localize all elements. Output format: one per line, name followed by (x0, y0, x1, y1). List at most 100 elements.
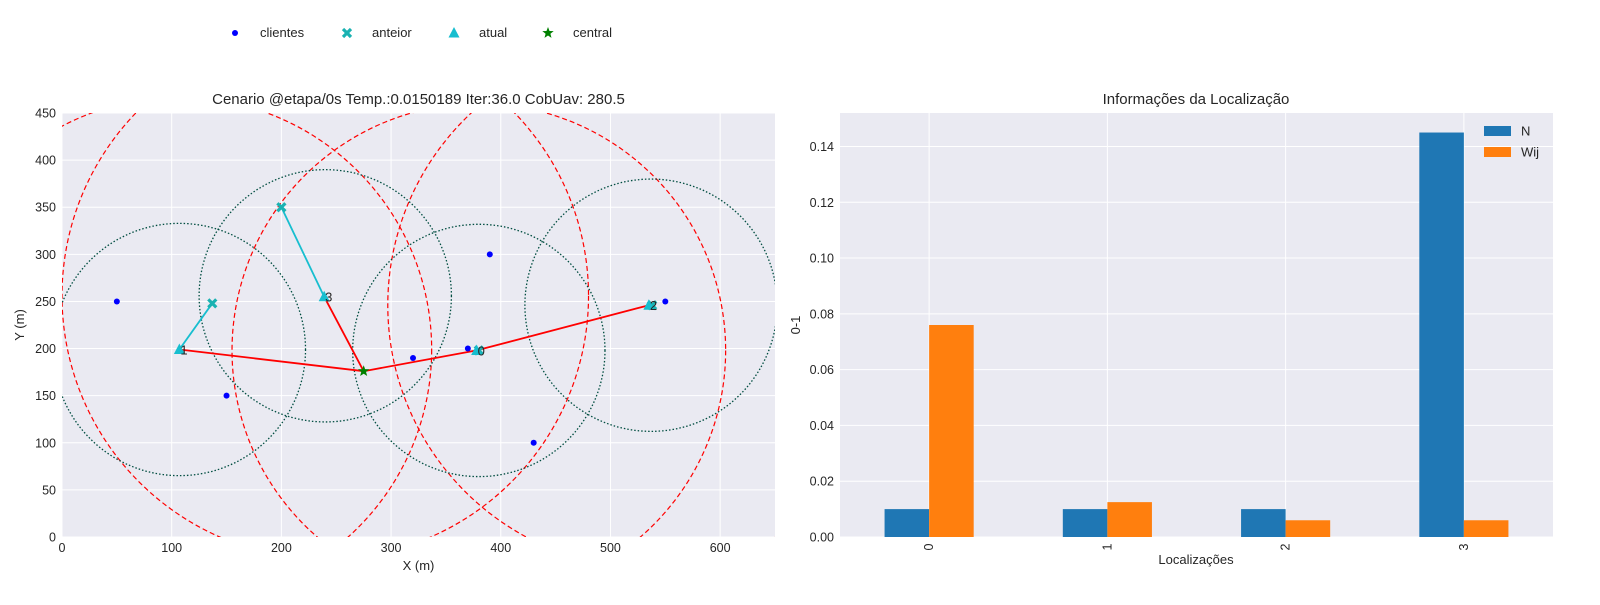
client-point-3 (464, 345, 471, 352)
scenario-x-tick-label: 0 (59, 541, 66, 555)
legend-label-central: central (573, 25, 612, 40)
location-info-chart: 0 1 2 3 0.00 0.02 0.04 0.06 0.08 0.10 0.12 0.14 N Wi… (788, 91, 1553, 567)
location-y-tick-label: 0.10 (810, 252, 834, 266)
legend-swatch-Wij (1484, 147, 1511, 157)
scenario-y-tick-label: 350 (35, 201, 56, 215)
uav-label-3: 3 (325, 290, 332, 305)
location-title: Informações da Localização (1103, 91, 1290, 108)
bar-Wij-0 (929, 325, 974, 537)
scenario-title: Cenario @etapa/0s Temp.:0.0150189 Iter:3… (212, 91, 625, 108)
scenario-data-layer: 1 3 0 2 (62, 113, 775, 537)
scenario-y-axis-label: Y (m) (12, 309, 27, 341)
scenario-x-tick-label: 400 (490, 541, 511, 555)
scenario-x-tick-label: 500 (600, 541, 621, 555)
legend-label-clientes: clientes (260, 25, 305, 40)
link-line-3 (323, 296, 365, 372)
previous-point-1 (276, 202, 287, 213)
location-y-tick-label: 0.08 (810, 307, 834, 321)
central-point (357, 365, 370, 376)
movement-line-0 (178, 302, 214, 351)
link-line-chain (179, 304, 650, 373)
scenario-y-tick-label: 250 (35, 295, 56, 309)
scenario-y-tick-label: 200 (35, 342, 56, 356)
coverage-circle-1 (198, 168, 453, 423)
bar-Wij-2 (1285, 520, 1331, 537)
location-x-tick-label: 3 (1457, 543, 1471, 550)
location-y-tick-label: 0.02 (810, 475, 834, 489)
scenario-x-axis-label: X (m) (403, 558, 435, 573)
coverage-circle-0 (62, 222, 307, 477)
location-tick-labels: 0 1 2 3 0.00 0.02 0.04 0.06 0.08 0.10 0.12 0.14 (810, 140, 1471, 551)
scenario-y-tick-label: 450 (35, 107, 56, 121)
previous-point-1-stroke-b (276, 202, 287, 213)
location-x-tick-label: 1 (1100, 543, 1114, 550)
location-y-tick-label: 0.06 (810, 363, 834, 377)
location-x-tick-label: 0 (922, 543, 936, 550)
range-circle-1 (62, 113, 590, 537)
scenario-x-tick-label: 200 (271, 541, 292, 555)
legend-marker-central (542, 27, 554, 38)
legend-label-N: N (1521, 124, 1530, 139)
location-legend: N Wij (1484, 124, 1539, 160)
client-point-0 (113, 298, 120, 305)
legend-marker-anteior (341, 27, 353, 39)
range-circle-0 (62, 113, 433, 537)
client-point-2 (410, 354, 417, 361)
scenario-chart: 1 3 0 2 0 100 200 300 400 500 600 0 50 100 150 200 250 3… (12, 91, 775, 573)
legend-item-clientes: clientes (232, 25, 305, 40)
location-x-axis-label: Localizações (1158, 552, 1234, 567)
movement-line-1 (280, 206, 325, 298)
bar-Wij-3 (1463, 520, 1509, 537)
previous-point-0-stroke-b (207, 298, 218, 309)
location-y-tick-label: 0.12 (810, 196, 834, 210)
client-point-6 (662, 298, 669, 305)
location-y-axis-label: 0-1 (788, 316, 803, 335)
scenario-plot-area (62, 113, 775, 537)
scenario-x-tick-label: 300 (381, 541, 402, 555)
current-point-3 (318, 290, 330, 302)
scenario-y-tick-label: 0 (49, 531, 56, 545)
bar-N-0 (884, 509, 930, 537)
current-point-0 (471, 344, 483, 355)
bar-Wij-1 (1107, 502, 1152, 537)
scenario-y-tick-label: 50 (42, 483, 56, 497)
scenario-y-tick-label: 400 (35, 154, 56, 168)
legend-marker-atual (448, 27, 460, 38)
scenario-y-tick-label: 150 (35, 389, 56, 403)
scenario-x-tick-label: 100 (161, 541, 182, 555)
client-point-1 (223, 392, 230, 399)
scenario-tick-labels: 0 100 200 300 400 500 600 0 50 100 150 200 250 300 350… (35, 107, 730, 556)
legend-label-anteior: anteior (372, 25, 412, 40)
client-point-5 (530, 439, 537, 446)
legend-label-atual: atual (479, 25, 507, 40)
location-x-tick-label: 2 (1279, 543, 1293, 550)
coverage-circle-3 (524, 178, 775, 432)
legend-marker-anteior-stroke-b (341, 27, 353, 39)
scenario-grid (61, 112, 775, 538)
current-point-2 (643, 299, 655, 310)
previous-point-0 (207, 298, 218, 309)
uav-label-1: 1 (180, 342, 187, 357)
legend-item-central: central (542, 25, 612, 40)
location-y-tick-label: 0.14 (810, 140, 834, 154)
scenario-y-tick-label: 300 (35, 248, 56, 262)
current-point-1 (173, 343, 185, 354)
location-y-tick-label: 0.04 (810, 419, 834, 433)
client-point-4 (486, 251, 493, 258)
range-circle-2 (231, 113, 727, 537)
legend-item-anteior: anteior (341, 25, 412, 40)
location-y-tick-label: 0.00 (810, 531, 834, 545)
range-circle-3 (387, 113, 775, 537)
bar-N-2 (1241, 509, 1286, 537)
legend-item-atual: atual (448, 25, 507, 40)
legend-label-Wij: Wij (1521, 145, 1539, 160)
location-bars (884, 132, 1509, 538)
legend-swatch-N (1484, 126, 1511, 136)
scenario-y-tick-label: 100 (35, 436, 56, 450)
legend-marker-clientes (232, 30, 238, 36)
uav-label-2: 2 (650, 298, 657, 313)
uav-label-0: 0 (478, 343, 485, 358)
scenario-legend: clientes anteior atual central (232, 25, 612, 40)
